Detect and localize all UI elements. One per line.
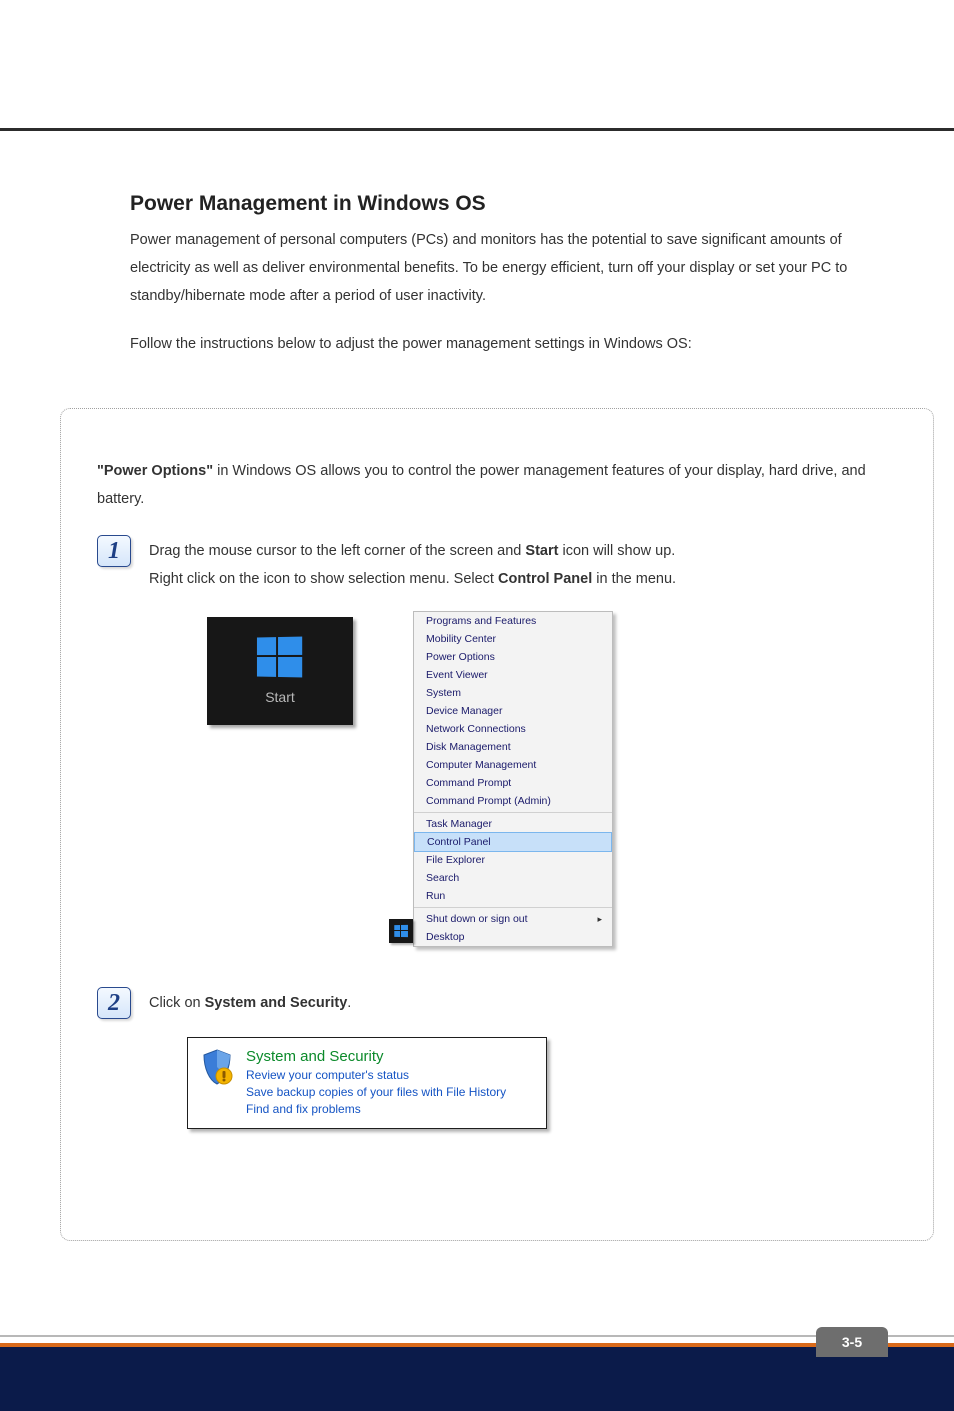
link-file-history[interactable]: Save backup copies of your files with Fi…: [246, 1084, 506, 1101]
menu-item[interactable]: Command Prompt: [414, 774, 612, 792]
menu-item[interactable]: Computer Management: [414, 756, 612, 774]
s1-bold-start: Start: [525, 543, 558, 559]
menu-item-label: Shut down or sign out: [426, 913, 528, 925]
steps-panel: "Power Options" in Windows OS allows you…: [60, 408, 934, 1241]
menu-item-highlighted[interactable]: Control Panel: [414, 832, 612, 852]
system-security-card[interactable]: System and Security Review your computer…: [187, 1037, 547, 1129]
main-content: Power Management in Windows OS Power man…: [130, 192, 906, 378]
windows-logo-icon: [257, 636, 304, 679]
menu-item[interactable]: Run: [414, 887, 612, 905]
menu-item[interactable]: File Explorer: [414, 851, 612, 869]
menu-item[interactable]: Disk Management: [414, 738, 612, 756]
step-1-figures: Start Programs and Features Mobility Cen…: [207, 611, 897, 947]
power-options-label: "Power Options": [97, 463, 213, 479]
menu-item[interactable]: Device Manager: [414, 702, 612, 720]
mini-start-button[interactable]: [389, 919, 413, 943]
s1-text-c: icon will show up.: [558, 543, 675, 559]
link-fix-problems[interactable]: Find and fix problems: [246, 1101, 506, 1118]
menu-item[interactable]: Network Connections: [414, 720, 612, 738]
menu-item-submenu[interactable]: Shut down or sign out ▸: [414, 910, 612, 928]
menu-item[interactable]: Search: [414, 869, 612, 887]
winx-context-menu[interactable]: Programs and Features Mobility Center Po…: [413, 611, 613, 947]
menu-item[interactable]: Command Prompt (Admin): [414, 792, 612, 810]
s2-bold: System and Security: [205, 995, 348, 1011]
menu-item[interactable]: Task Manager: [414, 815, 612, 833]
link-review-status[interactable]: Review your computer's status: [246, 1067, 506, 1084]
menu-separator: [414, 907, 612, 908]
s1-text-a: Drag the mouse cursor to the left corner…: [149, 543, 525, 559]
intro-paragraph-2: Follow the instructions below to adjust …: [130, 330, 906, 358]
windows-logo-icon: [394, 925, 408, 937]
intro-paragraph-1: Power management of personal computers (…: [130, 226, 906, 310]
menu-item[interactable]: Programs and Features: [414, 612, 612, 630]
step-1-text: Drag the mouse cursor to the left corner…: [149, 535, 676, 593]
header-rule: [0, 128, 954, 131]
shield-icon: [200, 1048, 234, 1086]
s1-bold-cp: Control Panel: [498, 571, 592, 587]
s1-text-2c: in the menu.: [592, 571, 676, 587]
step-2-badge: 2: [97, 987, 131, 1019]
footer-rule-gray: [0, 1335, 954, 1337]
start-label: Start: [265, 689, 295, 705]
submenu-arrow-icon: ▸: [597, 914, 602, 925]
s1-text-2a: Right click on the icon to show selectio…: [149, 571, 498, 587]
step-2: 2 Click on System and Security.: [97, 987, 897, 1019]
system-security-title[interactable]: System and Security: [246, 1048, 506, 1065]
s2-text-c: .: [347, 995, 351, 1011]
page-heading: Power Management in Windows OS: [130, 192, 906, 216]
step-2-text: Click on System and Security.: [149, 987, 351, 1019]
step-1-badge: 1: [97, 535, 131, 567]
menu-item[interactable]: Mobility Center: [414, 630, 612, 648]
footer-band: [0, 1347, 954, 1411]
menu-separator: [414, 812, 612, 813]
intro-rest: in Windows OS allows you to control the …: [97, 463, 866, 507]
context-menu-wrap: Programs and Features Mobility Center Po…: [413, 611, 629, 947]
menu-item[interactable]: Desktop: [414, 928, 612, 946]
start-tile[interactable]: Start: [207, 617, 353, 725]
page-number-tab: 3-5: [816, 1327, 888, 1357]
system-security-links: System and Security Review your computer…: [246, 1048, 506, 1118]
s2-text-a: Click on: [149, 995, 205, 1011]
menu-item[interactable]: Power Options: [414, 648, 612, 666]
step-1: 1 Drag the mouse cursor to the left corn…: [97, 535, 897, 593]
menu-item[interactable]: Event Viewer: [414, 666, 612, 684]
steps-intro: "Power Options" in Windows OS allows you…: [97, 457, 897, 513]
menu-item[interactable]: System: [414, 684, 612, 702]
